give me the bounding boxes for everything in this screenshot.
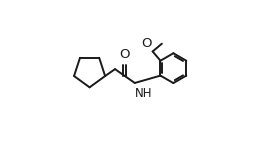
Text: NH: NH: [135, 86, 153, 100]
Text: O: O: [141, 37, 151, 50]
Text: O: O: [120, 48, 130, 61]
